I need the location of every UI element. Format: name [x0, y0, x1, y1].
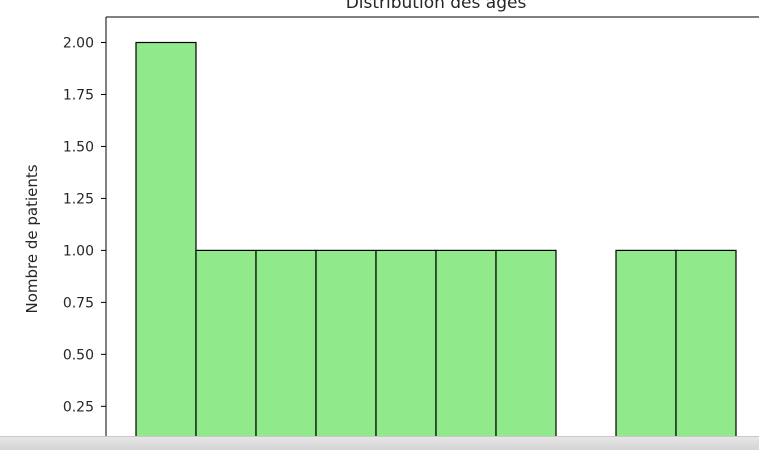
y-tick-label: 0.75: [63, 295, 94, 311]
histogram-bar: [495, 249, 557, 450]
y-axis-title: Nombre de patients: [23, 164, 41, 313]
histogram-bar: [135, 41, 197, 450]
y-tick-label: 1.50: [63, 139, 94, 155]
histogram-bar: [315, 249, 377, 450]
y-tick-label: 1.25: [63, 191, 94, 207]
histogram-bar: [435, 249, 497, 450]
histogram-bar: [675, 249, 737, 450]
y-axis-ticks: 0.25 0.50 0.75 1.00 1.25 1.50 1.75 2.00: [63, 36, 106, 415]
plot-frame: [105, 16, 759, 450]
y-tick-label: 0.25: [63, 399, 94, 415]
bars: [135, 41, 737, 450]
histogram-bar: [255, 249, 317, 450]
histogram-bar: [375, 249, 437, 450]
y-tick-label: 1.75: [63, 87, 94, 103]
y-tick-label: 1.00: [63, 243, 94, 259]
window-bottom-edge: [0, 436, 759, 450]
y-tick-label: 0.50: [63, 347, 94, 363]
histogram-bar: [195, 249, 257, 450]
y-tick-label: 2.00: [63, 36, 94, 52]
chart-title: Distribution des âges: [346, 0, 527, 13]
histogram-bar: [615, 249, 677, 450]
